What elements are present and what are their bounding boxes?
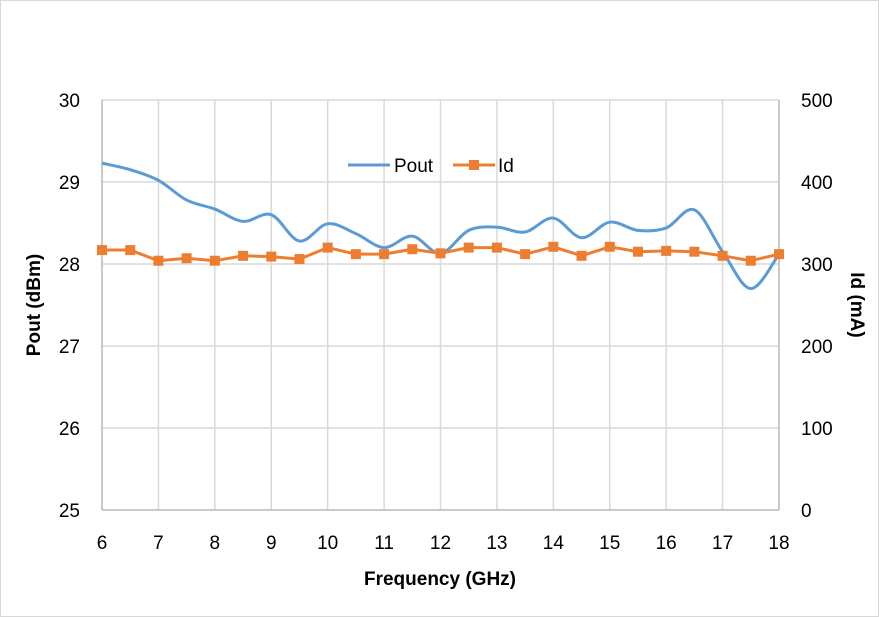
- data-point-id: [407, 244, 418, 255]
- data-point-id: [294, 254, 305, 265]
- x-tick-label: 6: [97, 533, 108, 554]
- x-axis-label: Frequency (GHz): [364, 569, 516, 590]
- data-point-id: [209, 255, 220, 266]
- x-tick-label: 12: [430, 533, 451, 554]
- y2-tick-label: 400: [801, 173, 833, 194]
- data-point-id: [322, 242, 333, 253]
- data-point-id: [774, 249, 784, 260]
- data-point-id: [604, 241, 615, 252]
- data-point-id: [632, 246, 643, 257]
- y2-tick-label: 100: [801, 419, 833, 440]
- legend-id-marker: [469, 160, 479, 170]
- data-point-id: [97, 245, 107, 256]
- legend: Pout Id: [348, 156, 514, 177]
- y2-tick-label: 300: [801, 255, 833, 276]
- data-point-id: [745, 255, 756, 266]
- data-point-id: [689, 246, 700, 257]
- legend-id-label: Id: [498, 156, 514, 177]
- x-tick-label: 18: [768, 533, 789, 554]
- y-tick-label: 29: [59, 173, 80, 194]
- y2-tick-label: 200: [801, 337, 833, 358]
- y-tick-label: 28: [59, 255, 80, 276]
- data-point-id: [153, 255, 164, 266]
- data-point-id: [661, 245, 672, 256]
- x-tick-label: 17: [712, 533, 733, 554]
- x-tick-label: 15: [599, 533, 620, 554]
- y-axis-label: Pout (dBm): [24, 254, 45, 356]
- data-point-id: [125, 245, 136, 256]
- y2-tick-label: 500: [801, 91, 833, 112]
- y-tick-label: 30: [59, 91, 80, 112]
- y-tick-label: 25: [59, 501, 80, 522]
- data-point-id: [266, 251, 277, 262]
- x-tick-label: 8: [210, 533, 221, 554]
- data-point-id: [379, 249, 390, 260]
- data-point-id: [350, 249, 361, 260]
- data-point-id: [548, 241, 559, 252]
- y2-axis-label: Id (mA): [846, 272, 867, 337]
- x-tick-label: 13: [486, 533, 507, 554]
- x-tick-label: 16: [656, 533, 677, 554]
- data-point-id: [520, 249, 531, 260]
- data-point-id: [238, 250, 249, 261]
- y-tick-label: 27: [59, 337, 80, 358]
- data-point-id: [491, 242, 502, 253]
- data-point-id: [181, 253, 192, 264]
- y-tick-label: 26: [59, 419, 80, 440]
- data-point-id: [435, 248, 446, 259]
- x-tick-label: 14: [543, 533, 565, 554]
- x-tick-label: 7: [153, 533, 164, 554]
- x-tick-label: 11: [374, 533, 394, 554]
- y2-tick-label: 0: [801, 501, 812, 522]
- data-point-id: [576, 250, 587, 261]
- legend-pout-label: Pout: [394, 156, 434, 177]
- x-tick-label: 10: [317, 533, 338, 554]
- x-tick-label: 9: [266, 533, 277, 554]
- data-point-id: [717, 250, 728, 261]
- data-point-id: [463, 242, 474, 253]
